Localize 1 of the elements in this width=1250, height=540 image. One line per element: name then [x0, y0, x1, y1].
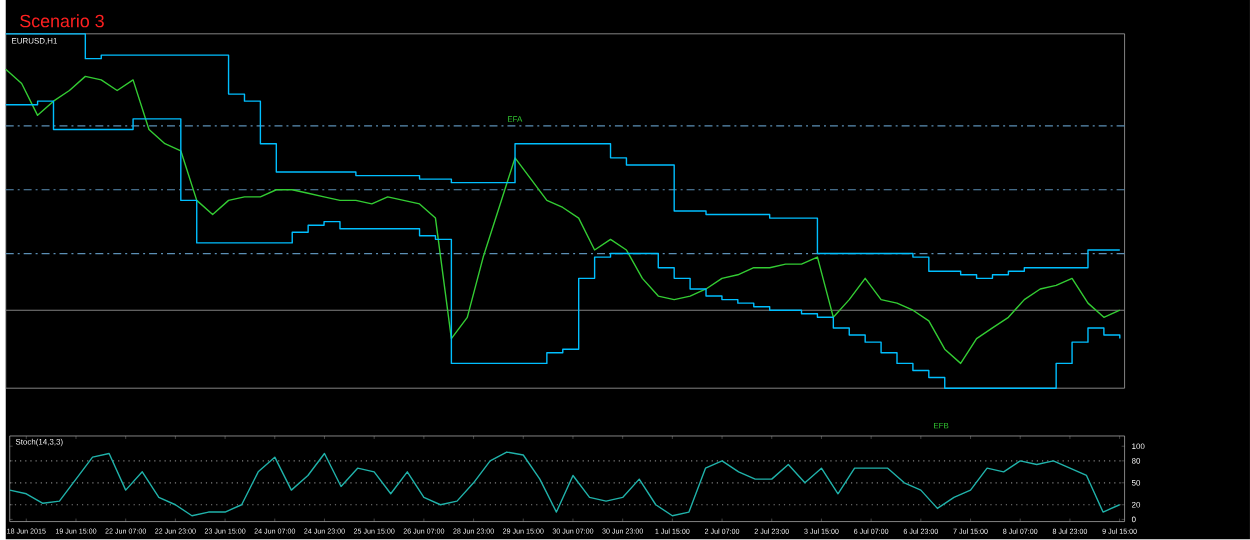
text: Scenario 3 — [20, 14, 104, 28]
